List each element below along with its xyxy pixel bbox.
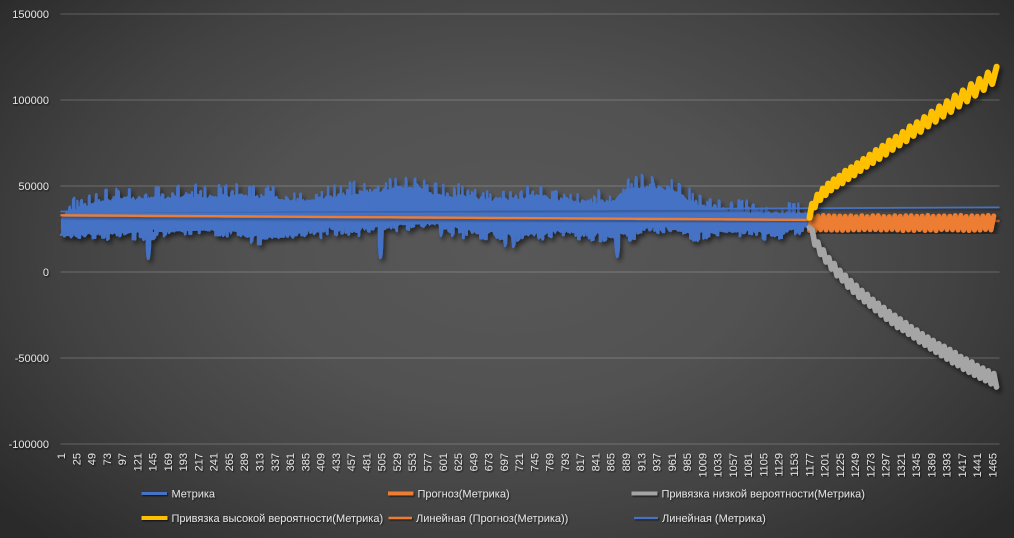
svg-text:577: 577 — [423, 453, 435, 471]
svg-text:937: 937 — [652, 453, 664, 471]
svg-text:1393: 1393 — [942, 453, 954, 477]
svg-text:1225: 1225 — [835, 453, 847, 477]
svg-text:793: 793 — [560, 453, 572, 471]
svg-text:Привязка высокой вероятности(М: Привязка высокой вероятности(Метрика) — [172, 513, 384, 525]
svg-text:1057: 1057 — [728, 453, 740, 477]
svg-text:1105: 1105 — [758, 453, 770, 477]
svg-text:1321: 1321 — [896, 453, 908, 477]
svg-text:601: 601 — [438, 453, 450, 471]
svg-text:Прогноз(Метрика): Прогноз(Метрика) — [418, 489, 510, 501]
svg-text:Линейная (Метрика): Линейная (Метрика) — [662, 513, 766, 525]
svg-text:Привязка низкой вероятности(Ме: Привязка низкой вероятности(Метрика) — [662, 489, 865, 501]
svg-text:433: 433 — [331, 453, 343, 471]
svg-text:1009: 1009 — [697, 453, 709, 477]
svg-text:1345: 1345 — [911, 453, 923, 477]
svg-text:100000: 100000 — [12, 95, 49, 107]
svg-text:1153: 1153 — [789, 453, 801, 477]
svg-text:961: 961 — [667, 453, 679, 471]
svg-text:769: 769 — [545, 453, 557, 471]
svg-text:841: 841 — [591, 453, 603, 471]
svg-text:1: 1 — [56, 453, 68, 459]
svg-text:649: 649 — [468, 453, 480, 471]
svg-text:1177: 1177 — [804, 453, 816, 477]
svg-text:-50000: -50000 — [15, 353, 49, 365]
svg-text:1297: 1297 — [881, 453, 893, 477]
svg-text:169: 169 — [163, 453, 175, 471]
svg-text:1441: 1441 — [972, 453, 984, 477]
svg-text:985: 985 — [682, 453, 694, 471]
svg-text:97: 97 — [117, 453, 129, 465]
svg-text:1201: 1201 — [820, 453, 832, 477]
svg-text:721: 721 — [514, 453, 526, 471]
svg-text:241: 241 — [209, 453, 221, 471]
svg-text:50000: 50000 — [18, 181, 49, 193]
svg-text:697: 697 — [499, 453, 511, 471]
svg-text:505: 505 — [377, 453, 389, 471]
svg-text:745: 745 — [529, 453, 541, 471]
svg-text:121: 121 — [132, 453, 144, 471]
svg-text:1081: 1081 — [743, 453, 755, 477]
svg-text:1129: 1129 — [774, 453, 786, 477]
svg-text:889: 889 — [621, 453, 633, 471]
svg-text:313: 313 — [255, 453, 267, 471]
svg-text:337: 337 — [270, 453, 282, 471]
svg-text:193: 193 — [178, 453, 190, 471]
svg-text:Линейная (Прогноз(Метрика)): Линейная (Прогноз(Метрика)) — [416, 513, 568, 525]
svg-text:-100000: -100000 — [9, 439, 49, 451]
svg-text:0: 0 — [43, 267, 49, 279]
svg-text:913: 913 — [636, 453, 648, 471]
svg-text:1273: 1273 — [865, 453, 877, 477]
svg-text:385: 385 — [300, 453, 312, 471]
svg-text:409: 409 — [316, 453, 328, 471]
svg-text:361: 361 — [285, 453, 297, 471]
svg-text:150000: 150000 — [12, 9, 49, 21]
svg-text:673: 673 — [484, 453, 496, 471]
svg-text:265: 265 — [224, 453, 236, 471]
svg-text:865: 865 — [606, 453, 618, 471]
svg-text:481: 481 — [361, 453, 373, 471]
svg-text:73: 73 — [102, 453, 114, 465]
svg-text:25: 25 — [71, 453, 83, 465]
svg-text:1369: 1369 — [926, 453, 938, 477]
svg-text:1465: 1465 — [988, 453, 1000, 477]
svg-text:289: 289 — [239, 453, 251, 471]
svg-text:457: 457 — [346, 453, 358, 471]
svg-text:817: 817 — [575, 453, 587, 471]
svg-text:529: 529 — [392, 453, 404, 471]
svg-text:145: 145 — [148, 453, 160, 471]
svg-text:49: 49 — [87, 453, 99, 465]
svg-text:1249: 1249 — [850, 453, 862, 477]
svg-text:625: 625 — [453, 453, 465, 471]
svg-text:553: 553 — [407, 453, 419, 471]
svg-text:Метрика: Метрика — [172, 489, 216, 501]
svg-text:217: 217 — [193, 453, 205, 471]
svg-text:1033: 1033 — [713, 453, 725, 477]
svg-text:1417: 1417 — [957, 453, 969, 477]
